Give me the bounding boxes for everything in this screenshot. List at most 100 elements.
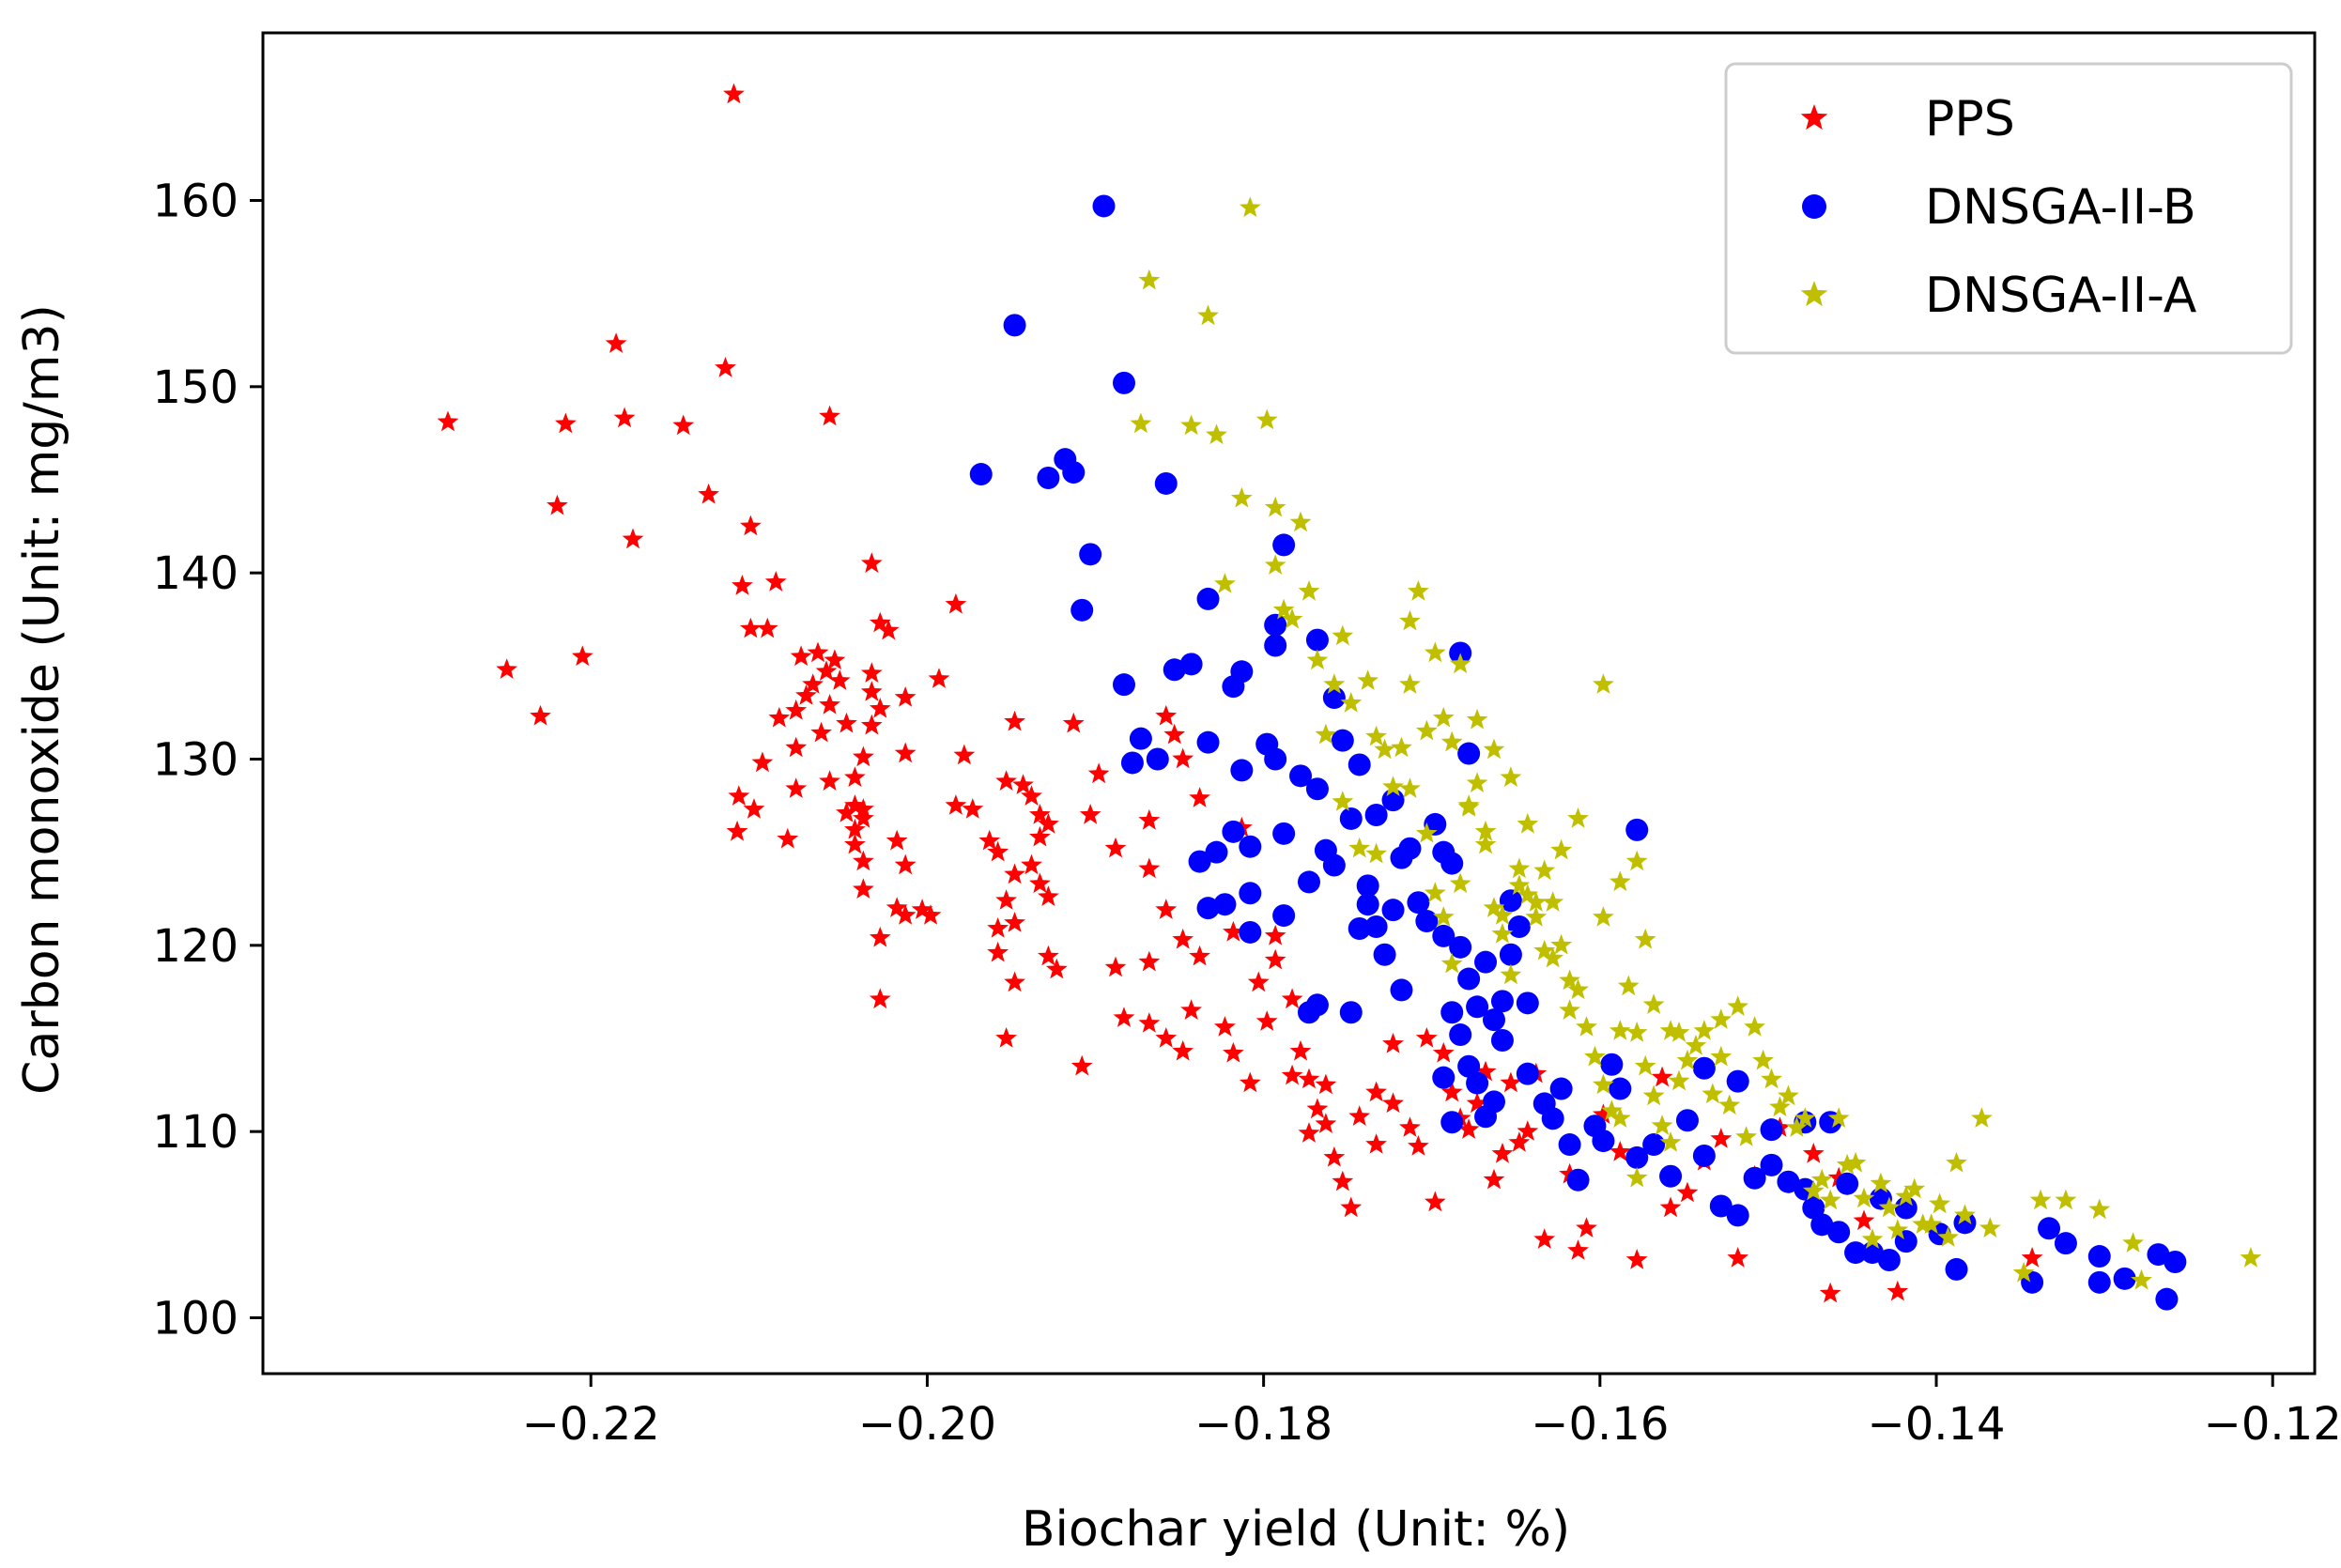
legend-box xyxy=(1724,62,2293,355)
data-point xyxy=(1432,1041,1455,1063)
data-point xyxy=(1155,899,1178,919)
data-point xyxy=(728,785,750,806)
data-point xyxy=(1382,1092,1404,1114)
data-point xyxy=(1214,573,1236,593)
data-point xyxy=(1339,1001,1363,1024)
data-point xyxy=(1853,1187,1875,1208)
y-tick-label: 160 xyxy=(152,176,239,228)
data-point xyxy=(2087,1270,2111,1294)
data-point xyxy=(802,673,824,694)
data-point xyxy=(1920,1213,1943,1234)
data-point xyxy=(1408,1135,1429,1156)
data-point xyxy=(1710,1008,1733,1029)
data-point xyxy=(1332,624,1354,646)
data-point xyxy=(1440,852,1464,875)
data-point xyxy=(1693,1020,1716,1040)
data-point xyxy=(1213,893,1237,916)
data-point xyxy=(819,694,840,715)
data-point xyxy=(1374,738,1395,760)
data-point xyxy=(1432,1066,1455,1089)
data-point xyxy=(824,649,846,670)
data-point xyxy=(1508,874,1531,896)
legend-item: DNSGA-II-A xyxy=(1800,268,2197,324)
data-point xyxy=(1112,673,1135,697)
data-point xyxy=(1146,747,1169,771)
data-point xyxy=(1593,1103,1614,1124)
data-point xyxy=(1424,1191,1446,1212)
data-point xyxy=(1264,554,1286,575)
data-point xyxy=(1206,423,1227,445)
data-point xyxy=(1533,1228,1556,1249)
data-point xyxy=(715,357,736,377)
data-point xyxy=(844,818,866,839)
legend-item: DNSGA-II-B xyxy=(1802,179,2196,236)
data-point xyxy=(894,853,916,875)
data-point xyxy=(1508,857,1531,879)
data-point xyxy=(1255,1010,1278,1031)
data-point xyxy=(1322,686,1346,710)
data-point xyxy=(672,414,695,436)
data-point xyxy=(1197,304,1219,326)
data-point xyxy=(1533,859,1556,881)
data-point xyxy=(819,405,840,426)
data-point xyxy=(1298,1122,1320,1143)
data-point xyxy=(853,878,874,899)
data-point xyxy=(1449,1023,1472,1047)
data-point xyxy=(726,820,748,841)
data-point xyxy=(995,1027,1017,1048)
data-point xyxy=(1298,580,1320,601)
data-point xyxy=(860,552,883,573)
data-point xyxy=(1659,1196,1682,1218)
data-point xyxy=(1642,993,1665,1014)
data-point xyxy=(1449,641,1472,665)
data-point xyxy=(969,463,993,486)
data-point xyxy=(1399,777,1421,798)
data-point xyxy=(1953,1211,1977,1235)
data-point xyxy=(1297,870,1320,894)
data-point xyxy=(1340,1196,1363,1218)
data-point xyxy=(1508,1131,1531,1152)
data-point xyxy=(1844,1241,1868,1265)
data-point xyxy=(1769,1096,1791,1117)
data-point xyxy=(1415,719,1438,741)
data-point xyxy=(1415,822,1438,843)
data-point xyxy=(1357,669,1379,690)
data-point xyxy=(1172,928,1194,949)
data-point xyxy=(1474,950,1498,974)
data-point xyxy=(1120,751,1144,775)
data-point xyxy=(1179,653,1203,676)
data-point xyxy=(1457,1054,1481,1078)
data-point xyxy=(1432,906,1455,927)
data-point xyxy=(1305,777,1329,801)
data-point xyxy=(1567,1239,1589,1260)
data-point xyxy=(1617,975,1640,996)
data-point xyxy=(1877,1249,1901,1272)
data-point xyxy=(1954,1204,1976,1225)
legend-label: DNSGA-II-B xyxy=(1925,179,2196,236)
data-point xyxy=(1004,971,1025,992)
data-point xyxy=(622,528,644,549)
data-point xyxy=(2113,1267,2136,1290)
data-point xyxy=(1062,712,1085,733)
data-point xyxy=(1264,496,1286,517)
data-point xyxy=(1499,943,1522,966)
data-point xyxy=(1289,511,1312,532)
data-point xyxy=(1559,969,1580,991)
data-point xyxy=(1912,1213,1934,1234)
data-point xyxy=(1012,774,1034,794)
data-point xyxy=(1306,1098,1329,1119)
y-tick-label: 140 xyxy=(152,547,239,600)
data-point xyxy=(1609,1141,1631,1161)
data-point xyxy=(1584,1045,1606,1067)
data-point xyxy=(756,617,778,638)
data-point xyxy=(869,926,891,947)
data-point xyxy=(1113,1007,1135,1027)
data-point xyxy=(1205,840,1228,864)
data-point xyxy=(1593,906,1614,927)
data-point xyxy=(1870,1172,1892,1193)
data-point xyxy=(1659,1131,1682,1152)
data-point xyxy=(1222,675,1245,699)
data-point xyxy=(2240,1247,2262,1268)
data-point xyxy=(1381,789,1405,812)
data-point xyxy=(1558,1133,1581,1157)
